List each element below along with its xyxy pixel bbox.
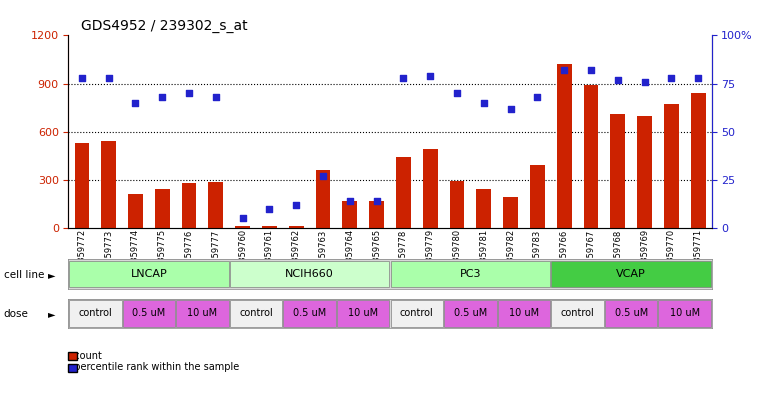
Bar bbox=[551, 300, 603, 327]
Bar bbox=[123, 300, 175, 327]
Point bbox=[612, 77, 624, 83]
Bar bbox=[342, 201, 357, 228]
Text: 0.5 uM: 0.5 uM bbox=[615, 309, 648, 318]
Point bbox=[531, 94, 543, 100]
Text: control: control bbox=[561, 309, 594, 318]
Text: 10 uM: 10 uM bbox=[509, 309, 539, 318]
Point bbox=[290, 202, 302, 208]
Point bbox=[76, 75, 88, 81]
Bar bbox=[69, 261, 229, 287]
Text: ►: ► bbox=[48, 270, 56, 280]
Text: ►: ► bbox=[48, 309, 56, 320]
Text: count: count bbox=[68, 351, 103, 361]
Text: PC3: PC3 bbox=[460, 269, 481, 279]
Bar bbox=[101, 141, 116, 228]
Point bbox=[183, 90, 195, 96]
Text: control: control bbox=[78, 309, 112, 318]
Text: 0.5 uM: 0.5 uM bbox=[132, 309, 165, 318]
Bar bbox=[637, 116, 652, 228]
Bar bbox=[289, 226, 304, 228]
Bar bbox=[664, 105, 679, 228]
Bar bbox=[230, 261, 390, 287]
Bar bbox=[390, 261, 550, 287]
Point bbox=[156, 94, 168, 100]
Bar bbox=[390, 300, 443, 327]
Text: control: control bbox=[400, 309, 434, 318]
Text: VCAP: VCAP bbox=[616, 269, 646, 279]
Bar bbox=[584, 85, 598, 228]
Point bbox=[371, 198, 383, 204]
Bar bbox=[476, 189, 491, 228]
Point bbox=[237, 215, 249, 221]
Bar bbox=[262, 226, 277, 228]
Point bbox=[505, 105, 517, 112]
Text: 10 uM: 10 uM bbox=[348, 309, 378, 318]
Text: NCIH660: NCIH660 bbox=[285, 269, 334, 279]
Bar bbox=[498, 300, 550, 327]
Bar bbox=[610, 114, 625, 228]
Text: GDS4952 / 239302_s_at: GDS4952 / 239302_s_at bbox=[81, 19, 248, 33]
Bar bbox=[316, 170, 330, 228]
Text: percentile rank within the sample: percentile rank within the sample bbox=[68, 362, 240, 373]
Text: LNCAP: LNCAP bbox=[130, 269, 167, 279]
Text: 10 uM: 10 uM bbox=[187, 309, 218, 318]
Bar bbox=[691, 93, 705, 228]
Text: 0.5 uM: 0.5 uM bbox=[454, 309, 487, 318]
Bar bbox=[209, 182, 223, 228]
Point bbox=[558, 67, 570, 73]
Bar bbox=[155, 189, 170, 228]
Text: dose: dose bbox=[4, 309, 29, 320]
Bar bbox=[551, 261, 711, 287]
Bar bbox=[444, 300, 497, 327]
Point bbox=[451, 90, 463, 96]
Point bbox=[692, 75, 704, 81]
Point bbox=[317, 173, 329, 179]
Bar bbox=[177, 300, 229, 327]
Bar bbox=[530, 165, 545, 228]
Point bbox=[397, 75, 409, 81]
Text: 0.5 uM: 0.5 uM bbox=[293, 309, 326, 318]
Text: control: control bbox=[239, 309, 273, 318]
Bar bbox=[423, 149, 438, 228]
Bar bbox=[75, 143, 89, 228]
Bar bbox=[182, 183, 196, 228]
Point bbox=[638, 79, 651, 85]
Point bbox=[103, 75, 115, 81]
Bar bbox=[450, 182, 464, 228]
Bar bbox=[128, 194, 143, 228]
Text: 10 uM: 10 uM bbox=[670, 309, 700, 318]
Bar bbox=[69, 300, 122, 327]
Point bbox=[665, 75, 677, 81]
Bar bbox=[557, 64, 572, 228]
Bar bbox=[396, 157, 411, 228]
Point bbox=[424, 73, 436, 79]
Point bbox=[344, 198, 356, 204]
Bar bbox=[230, 300, 282, 327]
Point bbox=[585, 67, 597, 73]
Bar bbox=[503, 196, 518, 228]
Bar bbox=[283, 300, 336, 327]
Bar bbox=[658, 300, 711, 327]
Bar bbox=[369, 202, 384, 228]
Point bbox=[478, 99, 490, 106]
Bar bbox=[337, 300, 390, 327]
Bar bbox=[235, 226, 250, 228]
Point bbox=[263, 206, 275, 212]
Bar bbox=[605, 300, 658, 327]
Text: cell line: cell line bbox=[4, 270, 44, 280]
Point bbox=[129, 99, 142, 106]
Point bbox=[210, 94, 222, 100]
